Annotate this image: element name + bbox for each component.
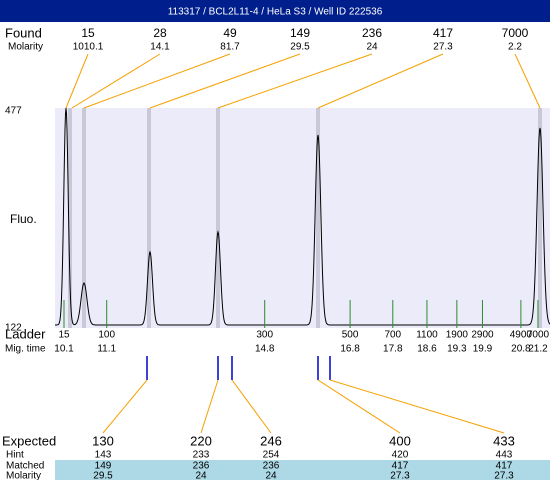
row-label: Molarity bbox=[6, 471, 41, 480]
mig-time-label: Mig. time bbox=[5, 344, 46, 355]
marker-band bbox=[68, 108, 72, 328]
ladder-size: 15 bbox=[58, 330, 70, 341]
expected-molarity: 24 bbox=[195, 471, 207, 480]
y-top-label: 477 bbox=[5, 106, 22, 117]
expected-matched: 417 bbox=[496, 461, 513, 472]
ladder-size: 1900 bbox=[446, 330, 469, 341]
expected-expected: 246 bbox=[260, 433, 282, 448]
expected-expected: 433 bbox=[493, 433, 515, 448]
expected-molarity: 27.3 bbox=[390, 471, 410, 480]
ladder-size: 100 bbox=[98, 330, 115, 341]
expected-link bbox=[231, 379, 272, 434]
ladder-time: 18.6 bbox=[417, 344, 437, 355]
ladder-label: Ladder bbox=[5, 326, 46, 341]
ladder-size: 1100 bbox=[416, 330, 438, 341]
found-molarity: 29.5 bbox=[290, 42, 310, 53]
title: 113317 / BCL2L11-4 / HeLa S3 / Well ID 2… bbox=[168, 7, 383, 18]
expected-expected: 130 bbox=[92, 433, 114, 448]
ladder-size: 2900 bbox=[471, 330, 494, 341]
found-size: 417 bbox=[433, 26, 453, 40]
header-bar bbox=[0, 0, 550, 22]
found-link bbox=[514, 53, 541, 109]
expected-hint: 233 bbox=[193, 450, 210, 461]
row-label: Matched bbox=[6, 461, 44, 472]
expected-expected: 400 bbox=[389, 433, 411, 448]
expected-link bbox=[102, 379, 148, 434]
found-size: 236 bbox=[362, 26, 382, 40]
found-size: 149 bbox=[290, 26, 310, 40]
ladder-size: 300 bbox=[256, 330, 273, 341]
ladder-size: 4900 bbox=[510, 330, 533, 341]
found-molarity: 24 bbox=[366, 42, 378, 53]
expected-link bbox=[329, 379, 505, 434]
ladder-time: 20.8 bbox=[511, 344, 531, 355]
found-link bbox=[71, 53, 161, 109]
y-bottom-label: 122 bbox=[5, 323, 22, 334]
marker-band bbox=[538, 108, 542, 328]
marker-band bbox=[82, 108, 86, 328]
found-molarity: 27.3 bbox=[433, 42, 453, 53]
expected-link bbox=[317, 379, 401, 434]
marker-band bbox=[147, 108, 151, 328]
expected-hint: 443 bbox=[496, 450, 513, 461]
expected-hint: 420 bbox=[392, 450, 409, 461]
found-molarity: 81.7 bbox=[220, 42, 240, 53]
ladder-time: 19.3 bbox=[447, 344, 467, 355]
found-link bbox=[149, 53, 301, 109]
expected-matched: 417 bbox=[392, 461, 409, 472]
found-label: Found bbox=[5, 25, 42, 40]
expected-hint: 254 bbox=[263, 450, 280, 461]
found-link bbox=[65, 53, 89, 109]
ladder-time: 11.1 bbox=[97, 344, 116, 355]
expected-matched: 236 bbox=[263, 461, 280, 472]
ladder-time: 17.8 bbox=[383, 344, 403, 355]
expected-matched: 149 bbox=[95, 461, 112, 472]
expected-molarity: 24 bbox=[265, 471, 277, 480]
found-size: 15 bbox=[81, 26, 95, 40]
found-link bbox=[83, 53, 231, 109]
found-size: 49 bbox=[223, 26, 237, 40]
found-link bbox=[217, 53, 373, 109]
ladder-time: 16.8 bbox=[340, 344, 360, 355]
ladder-size: 500 bbox=[342, 330, 359, 341]
found-molarity: 14.1 bbox=[150, 42, 170, 53]
matched-band bbox=[55, 460, 550, 480]
found-link bbox=[317, 53, 444, 109]
ladder-time: 19.9 bbox=[473, 344, 493, 355]
marker-band bbox=[316, 108, 320, 328]
ladder-size: 700 bbox=[384, 330, 401, 341]
expected-matched: 236 bbox=[193, 461, 210, 472]
y-axis-label: Fluo. bbox=[10, 212, 37, 226]
ladder-time: 14.8 bbox=[255, 344, 275, 355]
plot-area bbox=[55, 108, 550, 328]
expected-molarity: 27.3 bbox=[494, 471, 514, 480]
found-molarity: 1010.1 bbox=[73, 42, 104, 53]
expected-hint: 143 bbox=[95, 450, 112, 461]
row-label: Hint bbox=[6, 450, 24, 461]
trace bbox=[55, 107, 550, 326]
ladder-size: 7000 bbox=[527, 330, 550, 341]
found-molarity: 2.2 bbox=[508, 42, 522, 53]
found-size: 7000 bbox=[502, 26, 529, 40]
ladder-time: 10.1 bbox=[54, 344, 74, 355]
marker-band bbox=[216, 108, 220, 328]
found-size: 28 bbox=[153, 26, 167, 40]
ladder-time: 21.2 bbox=[528, 344, 548, 355]
molarity-label: Molarity bbox=[8, 42, 43, 53]
expected-link bbox=[200, 379, 219, 434]
row-label: Expected bbox=[2, 433, 56, 448]
expected-molarity: 29.5 bbox=[93, 471, 113, 480]
expected-expected: 220 bbox=[190, 433, 212, 448]
